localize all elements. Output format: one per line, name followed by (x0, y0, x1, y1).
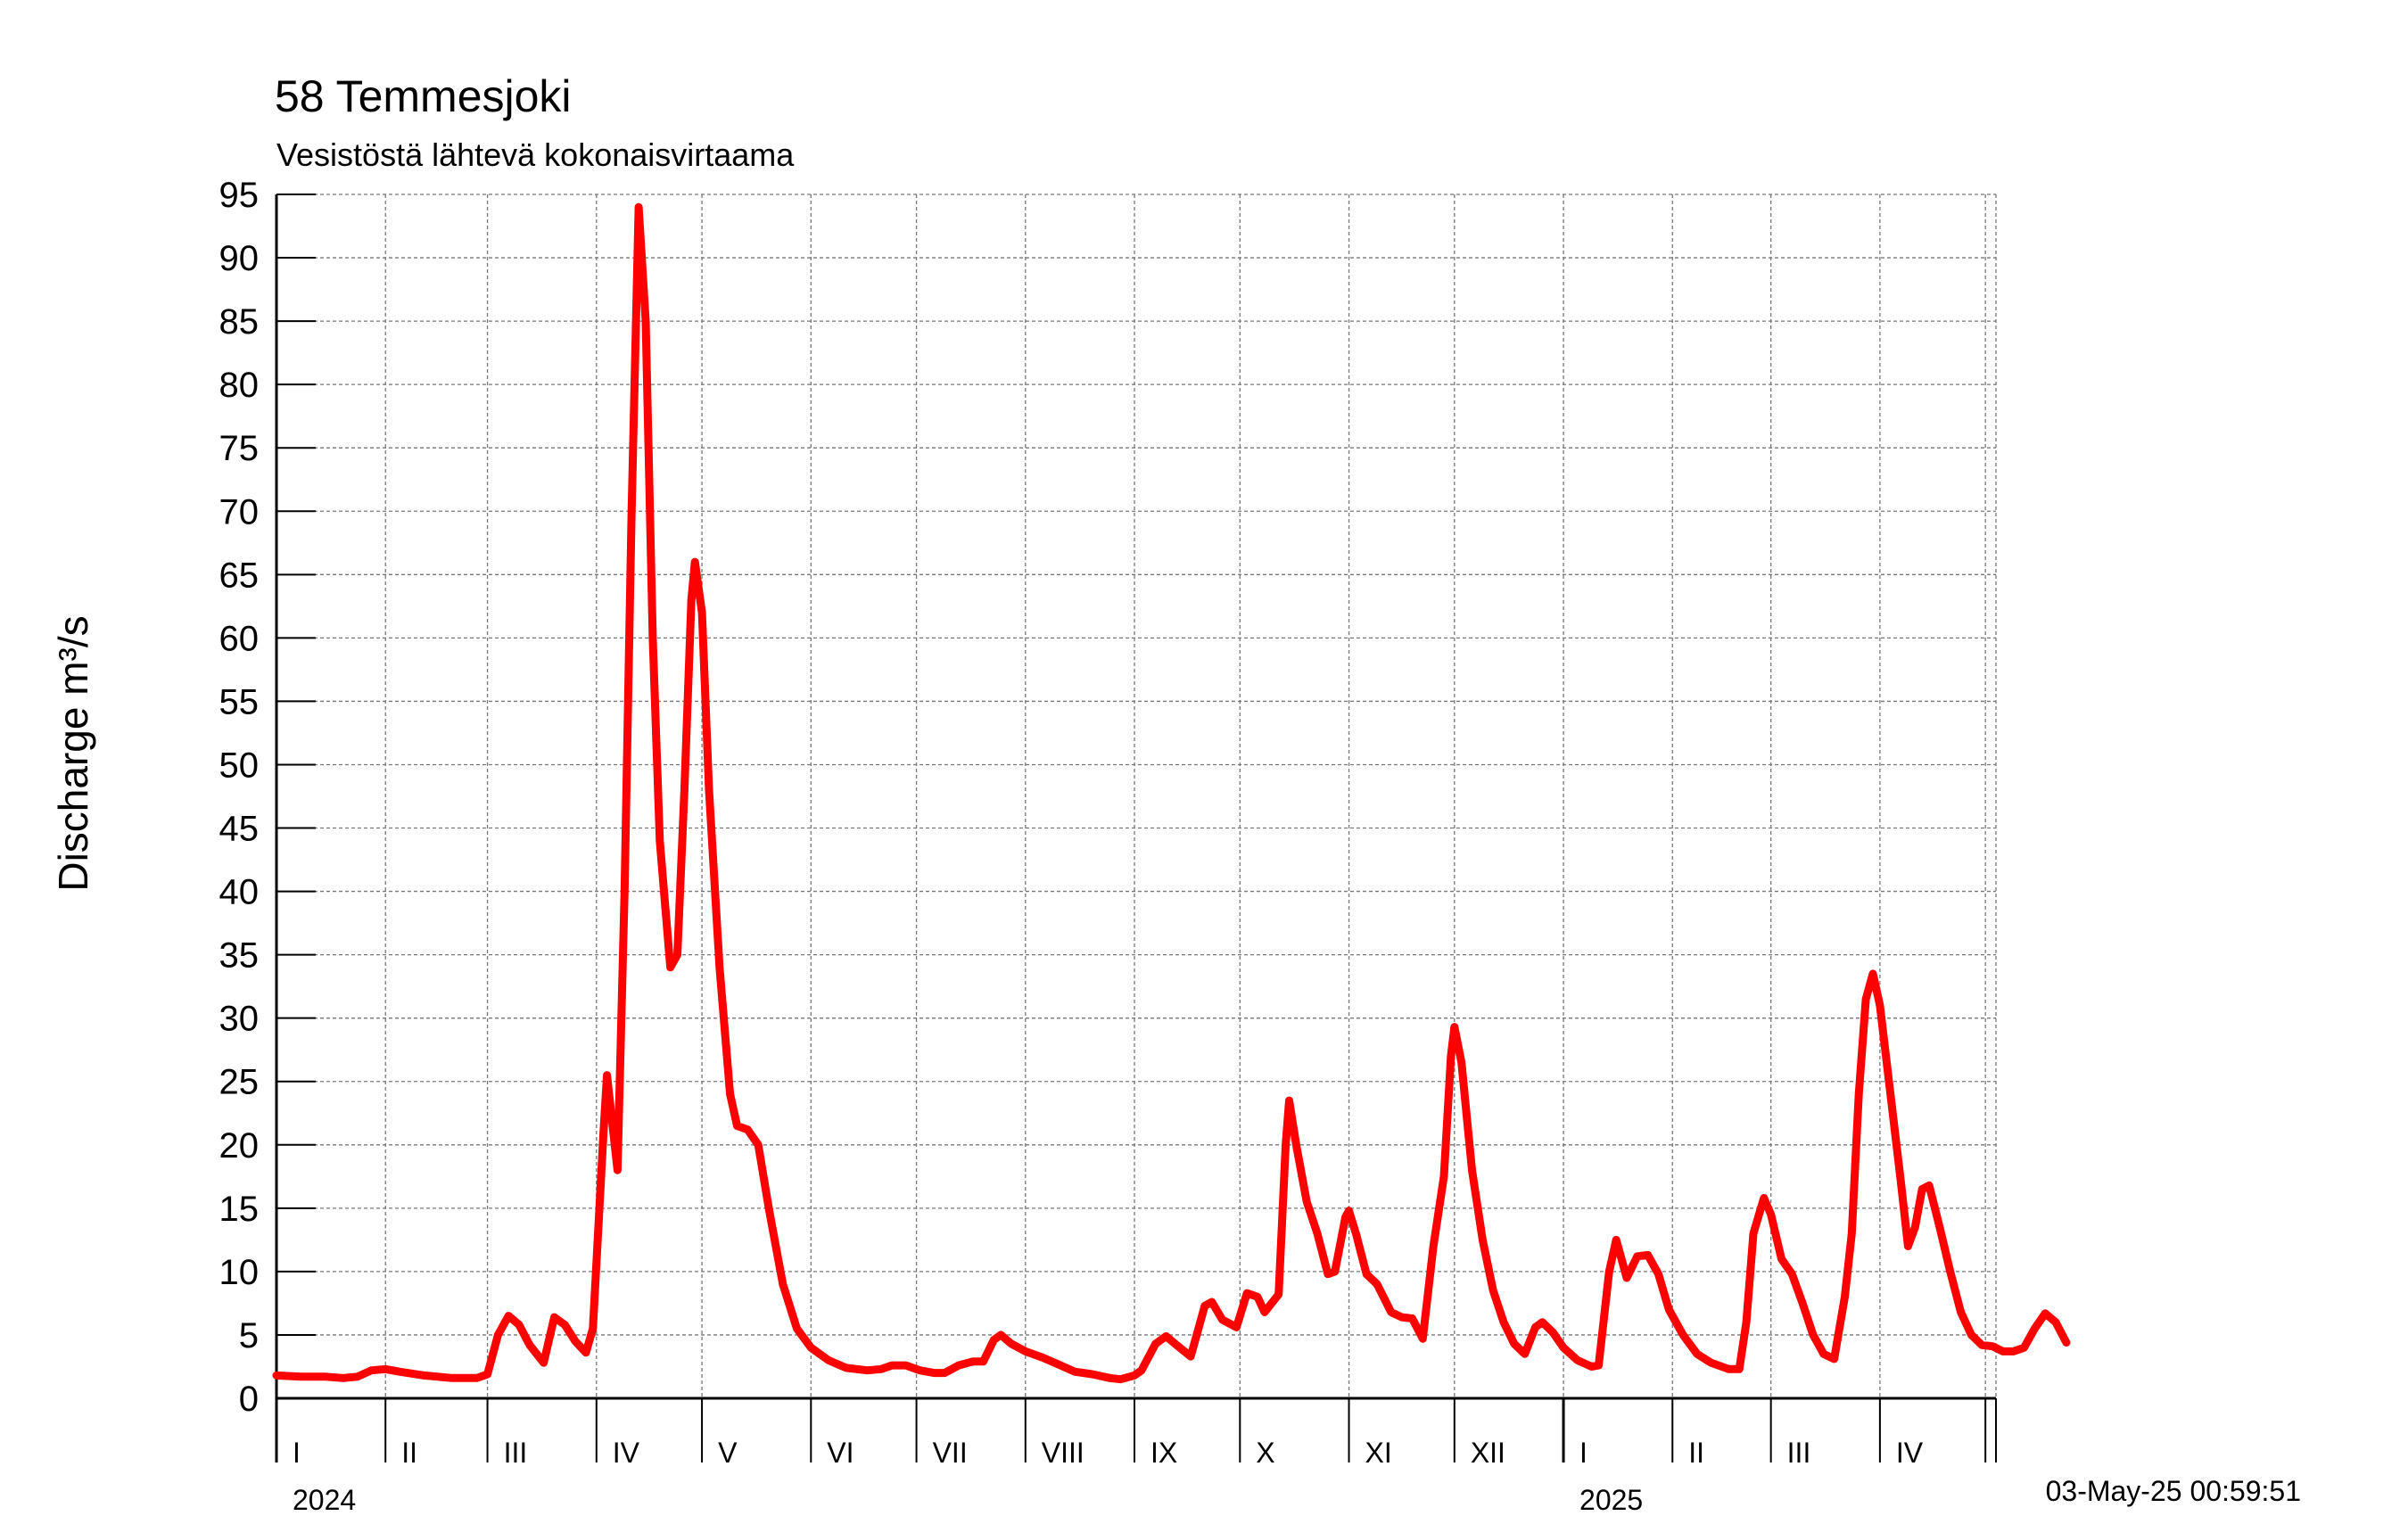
y-tick-label: 95 (219, 176, 260, 215)
grid (276, 194, 1997, 1398)
y-tick-label: 30 (219, 1000, 260, 1039)
y-axis-label: Discharge m³/s (50, 615, 96, 891)
axes (275, 194, 1997, 1462)
timestamp: 03-May-25 00:59:51 (2046, 1475, 2301, 1507)
y-tick-label: 5 (239, 1316, 259, 1355)
y-tick-label: 45 (219, 810, 260, 849)
y-tick-label: 80 (219, 366, 260, 405)
year-label: 2024 (293, 1484, 356, 1516)
y-tick-label: 90 (219, 239, 260, 278)
y-tick-label: 20 (219, 1126, 260, 1166)
y-tick-label: 50 (219, 746, 260, 785)
discharge-series-line (272, 202, 2071, 1384)
month-label: IV (1896, 1437, 1924, 1469)
y-tick-label: 10 (219, 1253, 260, 1292)
y-tick-label: 85 (219, 302, 260, 342)
month-label: VI (827, 1437, 854, 1469)
year-label: 2025 (1579, 1484, 1643, 1516)
month-label: IV (613, 1437, 640, 1469)
y-tick-label: 25 (219, 1063, 260, 1102)
chart-subtitle: Vesistöstä lähtevä kokonaisvirtaama (276, 136, 795, 173)
y-tick-label: 60 (219, 619, 260, 658)
month-label: XII (1471, 1437, 1505, 1469)
y-tick-label: 15 (219, 1190, 260, 1229)
y-tick-label: 65 (219, 556, 260, 595)
month-label: VII (933, 1437, 968, 1469)
chart-title: 58 Temmesjoki (275, 71, 572, 121)
month-label: V (718, 1437, 738, 1469)
y-tick-label: 55 (219, 682, 260, 721)
month-label: X (1256, 1437, 1274, 1469)
y-tick-label: 75 (219, 429, 260, 468)
y-tick-label: 0 (239, 1380, 259, 1419)
series (272, 202, 2071, 1384)
month-label: VIII (1042, 1437, 1084, 1469)
month-label: III (1787, 1437, 1811, 1469)
month-label: XI (1365, 1437, 1392, 1469)
month-label: III (504, 1437, 528, 1469)
month-label: I (293, 1437, 301, 1469)
y-tick-label: 70 (219, 492, 260, 531)
month-label: IX (1150, 1437, 1177, 1469)
month-label: II (401, 1437, 417, 1469)
month-label: II (1688, 1437, 1704, 1469)
y-tick-label: 40 (219, 873, 260, 912)
y-tick-labels: 0 5 10 15 20 25 30 35 40 45 50 55 60 65 70 75 80 85 90 95 (219, 176, 260, 1419)
y-tick-label: 35 (219, 936, 260, 976)
month-label: I (1579, 1437, 1587, 1469)
